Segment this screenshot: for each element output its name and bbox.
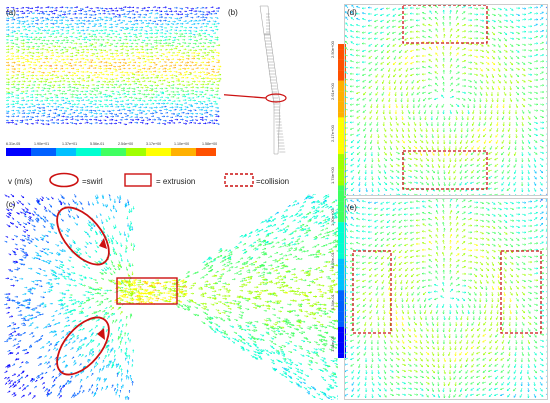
- panel-label-b: (b): [228, 8, 238, 17]
- hcolorbar-tick-label: 1.10e+00: [174, 142, 190, 146]
- swirl-legend-label: =swirl: [82, 177, 103, 186]
- vcolorbar-tick-label: 8.69e-01: [330, 252, 335, 268]
- vcolorbar-tick-label: 2.61e+00: [330, 83, 335, 100]
- panel-label-a: (a): [6, 8, 16, 17]
- vcolorbar-tick-label: 4.34e-01: [330, 294, 335, 310]
- velocity-field-a: [5, 6, 222, 126]
- swirl-legend-ellipse: [49, 172, 79, 188]
- hcolorbar-tick-label: 2.54e+00: [118, 142, 134, 146]
- velocity-field-d: [345, 5, 547, 195]
- panel-label-c: (c): [6, 200, 16, 209]
- horizontal-colorbar: [6, 148, 216, 156]
- collision-legend-rect: [224, 173, 254, 187]
- panel-label-e: (e): [347, 203, 357, 212]
- vcolorbar-tick-label: 1.74e+00: [330, 167, 335, 184]
- hcolorbar-tick-label: 6.31e-05: [6, 142, 21, 146]
- panel-a: [4, 4, 222, 128]
- hcolorbar-tick-label: 5.56e-01: [90, 142, 105, 146]
- panel-e: [344, 198, 548, 400]
- hcolorbar-tick-label: 3.17e+00: [146, 142, 162, 146]
- panel-d: [344, 4, 548, 196]
- vcolorbar-tick-label: 2.50e+00: [330, 41, 335, 58]
- velocity-field-c: [4, 194, 338, 400]
- hcolorbar-tick-label: 1.58e+00: [202, 142, 218, 146]
- collision-legend-label: =collision: [256, 177, 290, 186]
- extrusion-legend-rect: [124, 173, 152, 187]
- panel-c: [4, 194, 338, 400]
- extrusion-legend-label: = extrusion: [156, 177, 196, 186]
- vertical-colorbar: [338, 44, 346, 358]
- velocity-unit-label: v (m/s): [8, 177, 33, 186]
- hcolorbar-tick-label: 1.37e+01: [62, 142, 78, 146]
- panel-label-d: (d): [347, 8, 357, 17]
- panel-b: [224, 4, 332, 164]
- vcolorbar-tick-label: 1.30e+00: [330, 209, 335, 226]
- vcolorbar-tick-label: 1.58e-05: [330, 336, 335, 352]
- velocity-field-e: [345, 199, 547, 399]
- hcolorbar-tick-label: 1.90e+01: [34, 142, 50, 146]
- vcolorbar-tick-label: 2.17e+00: [330, 125, 335, 142]
- pipe-schematic: [224, 5, 287, 155]
